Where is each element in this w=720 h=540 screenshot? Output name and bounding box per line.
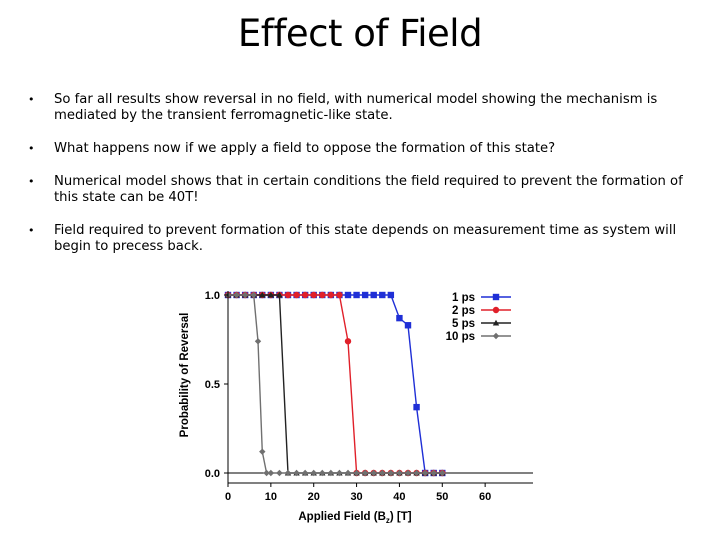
data-point (259, 448, 266, 455)
bullet-dot-icon: • (28, 224, 35, 237)
data-point (233, 291, 240, 299)
data-point (319, 291, 326, 299)
bullet-dot-icon: • (28, 142, 35, 155)
data-point (319, 469, 326, 477)
series-1-ps (224, 291, 446, 477)
x-tick-label: 20 (308, 491, 320, 503)
data-point (310, 469, 317, 477)
data-point (439, 469, 446, 477)
data-point (344, 291, 352, 299)
bullet-dot-icon: • (28, 93, 35, 106)
slide-title: Effect of Field (237, 12, 483, 55)
series-line (228, 294, 443, 474)
series-2-ps (224, 291, 446, 477)
data-point (276, 291, 283, 298)
bullet-item: • So far all results show reversal in no… (28, 92, 688, 124)
data-point (421, 469, 429, 477)
data-point (387, 291, 395, 299)
legend-label: 2 ps (452, 305, 475, 317)
data-point (284, 469, 292, 477)
legend-label: 1 ps (452, 292, 475, 304)
data-point (404, 469, 412, 477)
data-point (327, 291, 335, 299)
data-point (379, 291, 386, 299)
data-point (310, 291, 317, 299)
data-point (293, 291, 300, 299)
x-axis-label: Applied Field (Bz) [T] (298, 511, 411, 525)
data-point (276, 469, 283, 477)
data-point (284, 291, 292, 299)
bullet-dot-icon: • (28, 175, 35, 188)
data-point (263, 469, 270, 477)
data-point (254, 338, 262, 345)
data-point (379, 469, 386, 477)
data-point (413, 403, 420, 411)
data-point (430, 469, 437, 477)
data-point (404, 322, 412, 329)
y-tick-label: 0.5 (205, 379, 220, 391)
data-point (413, 469, 420, 477)
data-point (267, 469, 275, 477)
bullet-item: • Numerical model shows that in certain … (28, 174, 688, 206)
x-tick-label: 40 (393, 491, 405, 503)
bullet-text: So far all results show reversal in no f… (54, 92, 658, 123)
y-tick-label: 1.0 (205, 290, 220, 302)
data-point (344, 469, 352, 477)
data-point (301, 291, 309, 299)
legend-marker (492, 306, 500, 314)
data-point (336, 291, 343, 299)
data-point (336, 469, 343, 477)
data-point (250, 291, 257, 299)
x-tick-label: 60 (479, 491, 491, 503)
bullet-item: • Field required to prevent formation of… (28, 223, 688, 255)
data-point (396, 469, 403, 477)
legend-marker (492, 332, 500, 340)
x-tick-label: 10 (265, 491, 277, 503)
data-point (370, 469, 377, 477)
x-tick-label: 0 (225, 491, 231, 503)
data-point (361, 291, 369, 299)
data-point (344, 338, 352, 345)
bullet-text: Numerical model shows that in certain co… (54, 174, 683, 205)
data-point (353, 469, 360, 477)
series-10-ps (224, 291, 446, 477)
x-axis-label-sub: z (386, 516, 390, 525)
data-point (396, 314, 403, 322)
legend-label: 10 ps (446, 331, 475, 343)
x-tick-label: 30 (350, 491, 362, 503)
bullet-text: Field required to prevent formation of t… (54, 223, 677, 254)
data-point (353, 291, 360, 299)
x-tick-label: 50 (436, 491, 448, 503)
y-tick-label: 0.0 (205, 468, 220, 480)
bullet-text: What happens now if we apply a field to … (54, 141, 556, 156)
x-axis-label-tail: ) [T] (390, 511, 412, 523)
series-5-ps (224, 291, 446, 476)
data-point (370, 291, 377, 299)
bullet-list: • So far all results show reversal in no… (28, 92, 688, 272)
legend-marker (492, 319, 500, 326)
bullet-item: • What happens now if we apply a field t… (28, 141, 688, 157)
legend-marker (492, 293, 500, 301)
data-point (267, 291, 275, 298)
legend-label: 5 ps (452, 318, 475, 330)
y-axis-label: Probability of Reversal (179, 313, 191, 438)
data-point (259, 291, 266, 298)
x-axis-label-main: Applied Field (B (298, 511, 386, 523)
data-point (293, 469, 300, 477)
data-point (241, 291, 249, 299)
